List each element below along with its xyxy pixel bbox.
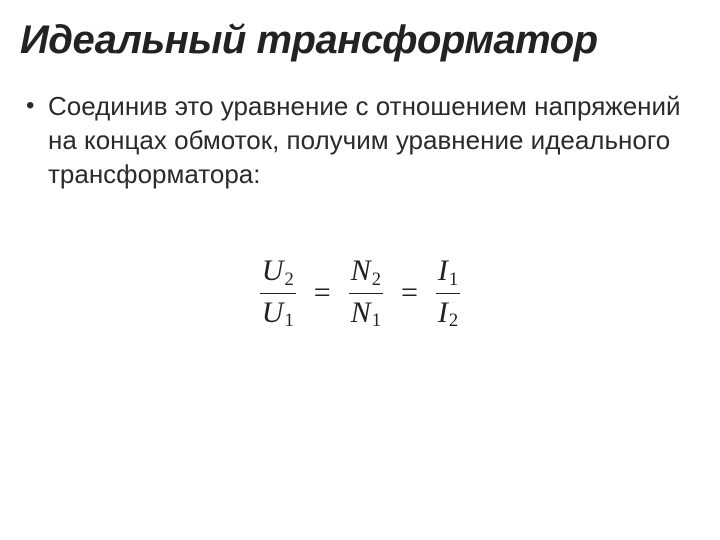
fraction-u-den: U1 xyxy=(260,293,296,331)
body-bullet: Соединив это уравнение с отношением напр… xyxy=(26,90,700,191)
body-list: Соединив это уравнение с отношением напр… xyxy=(20,90,700,191)
sub-i2: 2 xyxy=(448,310,458,331)
fraction-u: U2 U1 xyxy=(256,255,300,330)
transformer-equation: U2 U1 = N2 N1 = I1 xyxy=(256,255,464,330)
fraction-u-num: U2 xyxy=(260,255,296,292)
sub-i1: 1 xyxy=(448,269,458,290)
sub-n1: 1 xyxy=(371,310,381,331)
var-n2: N xyxy=(351,254,371,287)
var-u1: U xyxy=(262,296,284,329)
sub-u2: 2 xyxy=(283,269,293,290)
var-i1: I xyxy=(438,254,448,287)
sub-n2: 2 xyxy=(371,269,381,290)
fraction-i-den: I2 xyxy=(436,293,460,331)
slide: Идеальный трансформатор Соединив это ура… xyxy=(0,0,720,540)
var-n1: N xyxy=(351,296,371,329)
equation-container: U2 U1 = N2 N1 = I1 xyxy=(20,255,700,330)
var-i2: I xyxy=(438,296,448,329)
var-u2: U xyxy=(262,254,284,287)
fraction-n-num: N2 xyxy=(349,255,383,292)
fraction-i: I1 I2 xyxy=(432,255,464,330)
slide-title: Идеальный трансформатор xyxy=(20,18,700,62)
fraction-n: N2 N1 xyxy=(345,255,387,330)
fraction-i-num: I1 xyxy=(436,255,460,292)
fraction-n-den: N1 xyxy=(349,293,383,331)
equals-op-1: = xyxy=(300,276,345,310)
sub-u1: 1 xyxy=(283,310,293,331)
equals-op-2: = xyxy=(387,276,432,310)
